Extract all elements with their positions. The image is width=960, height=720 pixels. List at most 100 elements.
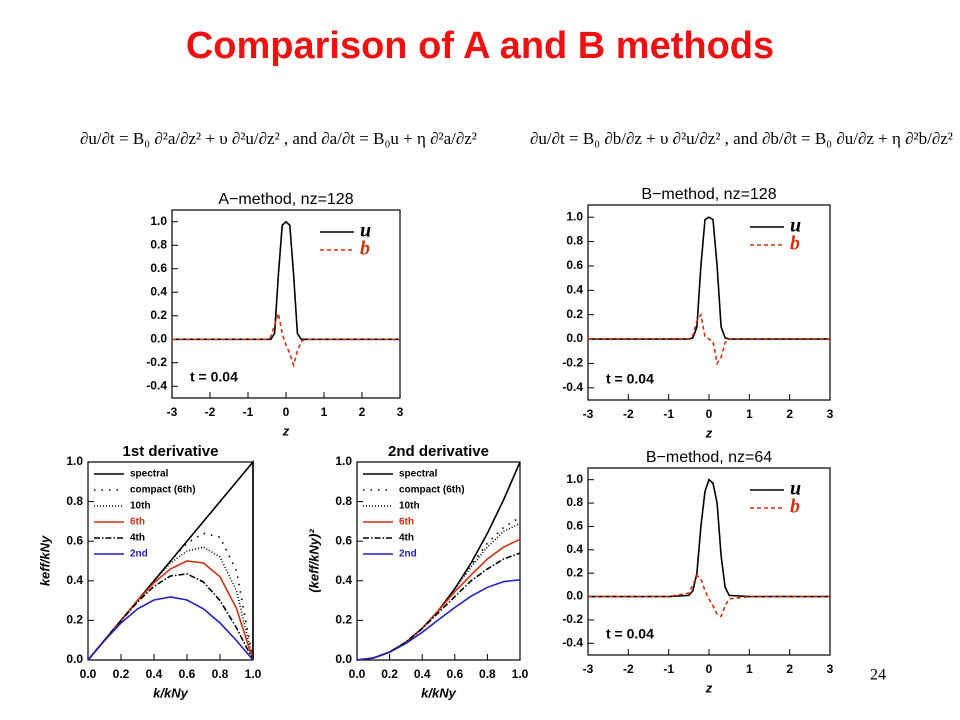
plot-frame [356,461,521,661]
y-tick-label: 0.0 [66,652,83,666]
x-tick-label: 1 [746,662,753,676]
legend-label: 10th [130,501,151,512]
equation: ∂u/∂t = B₀ ∂b/∂z + υ ∂²u/∂z² , and ∂b/∂t… [530,129,953,148]
legend-label: compact (6th) [399,485,465,496]
x-tick-label: 0.0 [349,667,366,681]
y-axis-label: (keff/kNy)² [306,529,321,593]
data-line [588,216,830,340]
x-tick-label: -3 [583,662,594,676]
annotation: t = 0.04 [606,626,654,642]
y-tick-label: 0.6 [150,261,167,275]
data-line [356,579,521,661]
y-tick-label: 0.0 [566,331,583,345]
data-line [588,478,830,598]
y-tick-label: 0.2 [566,307,583,321]
y-tick-label: -0.4 [562,635,583,649]
x-tick-label: 0.0 [80,667,97,681]
data-line [87,532,254,661]
y-tick-label: 0.6 [566,258,583,272]
x-tick-label: 0.8 [212,667,229,681]
y-tick-label: 0.2 [566,565,583,579]
annotation: t = 0.04 [190,369,238,385]
y-tick-label: 0.2 [66,613,83,627]
x-tick-label: 3 [397,405,404,419]
y-tick-label: 1.0 [150,214,167,228]
x-tick-label: -2 [623,662,634,676]
chart-title: B−method, nz=128 [641,186,776,203]
chart-title: 1st derivative [123,443,219,460]
x-tick-label: 3 [827,662,834,676]
legend-label: 4th [130,533,145,544]
y-tick-label: 0.4 [66,573,83,587]
y-tick-label: 1.0 [566,472,583,486]
x-tick-label: 1 [746,407,753,421]
x-tick-label: -1 [663,662,674,676]
y-tick-label: 0.4 [150,284,167,298]
y-tick-label: 0.6 [66,533,83,547]
x-tick-label: 0 [283,405,290,419]
legend-label: u [790,478,801,500]
page-number: 24 [870,667,886,684]
x-tick-label: -2 [623,407,634,421]
legend-label: 2nd [399,549,417,560]
legend-label: spectral [399,469,438,480]
x-tick-label: 3 [827,407,834,421]
x-tick-label: 1.0 [512,667,529,681]
legend-label: b [790,496,800,518]
x-tick-label: 2 [786,662,793,676]
data-line [87,573,254,661]
chart-title: 2nd derivative [388,443,489,460]
y-tick-label: -0.2 [562,356,583,370]
legend-label: b [790,233,800,255]
y-tick-label: 0.8 [66,494,83,508]
x-tick-label: -2 [205,405,216,419]
y-tick-label: 1.0 [66,454,83,468]
y-tick-label: 0.8 [566,495,583,509]
x-tick-label: 0 [706,407,713,421]
legend-label: u [360,220,371,242]
y-axis-label: keff/kNy [37,535,52,586]
legend-label: 6th [399,517,414,528]
data-line [87,596,254,661]
x-axis-label: z [705,425,713,440]
x-axis-label: z [282,423,290,438]
x-axis-label: z [705,680,713,695]
y-tick-label: 0.4 [335,573,352,587]
annotation: t = 0.04 [606,371,654,387]
x-tick-label: 2 [786,407,793,421]
y-tick-label: -0.4 [146,378,167,392]
data-line [588,312,830,366]
data-line [172,313,400,368]
x-tick-label: 0.2 [381,667,398,681]
legend-label: compact (6th) [130,485,196,496]
y-tick-label: 0.6 [335,533,352,547]
x-tick-label: 0.2 [113,667,130,681]
y-tick-label: 0.2 [335,613,352,627]
legend-label: b [360,238,370,260]
x-tick-label: 0.4 [146,667,163,681]
y-tick-label: 0.0 [335,652,352,666]
x-tick-label: 0.4 [414,667,431,681]
x-tick-label: 1.0 [245,667,262,681]
x-tick-label: -1 [243,405,254,419]
x-tick-label: -3 [167,405,178,419]
x-tick-label: 0.6 [446,667,463,681]
legend-label: 4th [399,533,414,544]
legend-label: 2nd [130,549,148,560]
legend-label: spectral [130,469,169,480]
chart-title: B−method, nz=64 [646,449,772,466]
y-tick-label: 1.0 [566,209,583,223]
y-tick-label: 0.0 [150,331,167,345]
y-tick-label: 0.8 [150,237,167,251]
x-tick-label: -1 [663,407,674,421]
y-tick-label: 0.4 [566,542,583,556]
y-tick-label: 0.8 [566,234,583,248]
y-tick-label: -0.4 [562,380,583,394]
x-tick-label: 0.8 [479,667,496,681]
y-tick-label: 0.4 [566,282,583,296]
y-tick-label: 0.8 [335,494,352,508]
x-axis-label: k/kNy [153,685,188,700]
data-line [588,574,830,618]
y-tick-label: 0.0 [566,589,583,603]
